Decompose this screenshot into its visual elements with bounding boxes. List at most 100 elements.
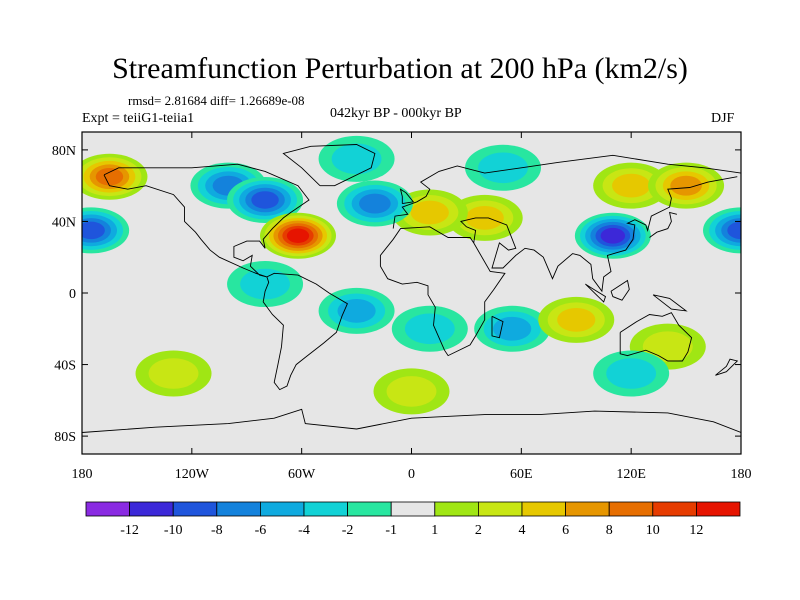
coastline [103,163,310,278]
colorbar-swatch [696,501,741,517]
plot-title: Streamfunction Perturbation at 200 hPa (… [112,52,688,85]
coastline [652,294,688,312]
contour-band [386,376,437,407]
field-anomaly [474,305,551,352]
contour-band [727,221,741,240]
lon-tick-label: 0 [408,467,415,482]
colorbar-swatch [477,501,523,517]
experiment-label: Expt = teiiG1-teiia1 [82,111,195,126]
field-anomaly [703,207,741,254]
lon-tick-label: 120E [616,467,646,482]
coastline [82,408,741,433]
lat-tick-label: 40N [52,215,76,230]
contour-band [82,221,105,240]
coastline [392,154,741,229]
colorbar-swatch [129,501,174,517]
coastline [262,272,348,391]
field-anomaly [318,287,395,334]
colorbar-swatch [303,501,348,517]
colorbar-swatch [565,501,610,517]
season-label: DJF [711,111,735,126]
colorbar-swatch [172,501,218,517]
colorbar-swatch [259,501,305,517]
colorbar-label: -1 [385,523,397,538]
colorbar-label: 12 [689,523,703,538]
contour-band [148,358,199,389]
contour-band [286,228,310,243]
coastline [460,176,738,293]
field-anomaly [538,296,615,343]
period-label: 042kyr BP - 000kyr BP [330,106,462,121]
field-anomaly [391,189,468,236]
colorbar-label: -2 [342,523,354,538]
field-anomaly [135,350,212,397]
coastline [379,226,506,357]
contour-band [600,227,626,244]
coastline [715,358,739,376]
colorbar-swatch [347,501,392,517]
contour-band [478,152,528,184]
coastline [491,315,504,339]
colorbar-label: -10 [164,523,183,538]
colorbar-label: 4 [519,523,526,538]
field-anomaly [391,305,468,352]
lat-tick-label: 40S [54,359,76,374]
contour-band [670,175,702,196]
colorbar-label: -4 [298,523,310,538]
field-anomaly [648,162,725,209]
field-anomaly [593,350,670,397]
contour-band [410,200,449,225]
colorbar-swatch [652,501,697,517]
colorbar-label: 10 [646,523,660,538]
coastline [610,279,630,301]
colorbar-swatch [216,501,261,517]
colorbar-label: -8 [211,523,223,538]
field-anomaly [227,176,304,223]
colorbar-swatch [608,501,654,517]
colorbar-label: 1 [431,523,438,538]
field-anomaly [373,368,450,415]
coastline [282,144,376,187]
field-anomaly [593,162,670,209]
lon-tick-label: 180 [72,467,93,482]
field-anomaly [318,135,395,182]
field-anomaly [465,144,542,191]
colorbar-swatch [390,501,436,517]
colorbar-swatch [521,501,566,517]
field-anomaly [82,153,148,200]
colorbar-label: -6 [255,523,267,538]
contour-band [606,358,657,389]
colorbar-swatch [85,501,130,517]
coastline [649,211,678,238]
contour-band [251,191,279,209]
field-anomaly [82,207,130,254]
colorbar-swatch [434,501,479,517]
field-anomaly [574,212,651,259]
contour-band [331,143,382,175]
axis-ticks: 80N 40N 0 40S 80S 180 120W 60W 0 60E 120E 180 [52,132,752,482]
contour-band [240,268,290,300]
lon-tick-label: 180 [731,467,752,482]
colorbar-label: 6 [562,523,569,538]
streamfunction-field [82,132,741,454]
field-anomaly [227,261,304,308]
field-anomaly [260,212,337,259]
colorbar: -12 -10 -8 -6 -4 -2 -1 1 2 4 6 8 10 12 [85,501,741,538]
contour-band [359,193,391,214]
coastline [619,312,693,362]
stats-text: rmsd= 2.81684 diff= 1.26689e-08 [128,93,305,108]
lat-tick-label: 80S [54,430,76,445]
lat-tick-label: 0 [69,287,76,302]
lon-tick-label: 60E [510,467,533,482]
coastline [399,188,415,205]
contour-band [404,313,455,345]
colorbar-label: 2 [475,523,482,538]
field-anomaly [336,180,413,227]
contour-band [557,307,596,332]
colorbar-label: -12 [120,523,139,538]
coastlines [82,144,741,433]
lat-tick-label: 80N [52,144,76,159]
lon-tick-label: 60W [288,467,316,482]
coastline [585,283,607,303]
